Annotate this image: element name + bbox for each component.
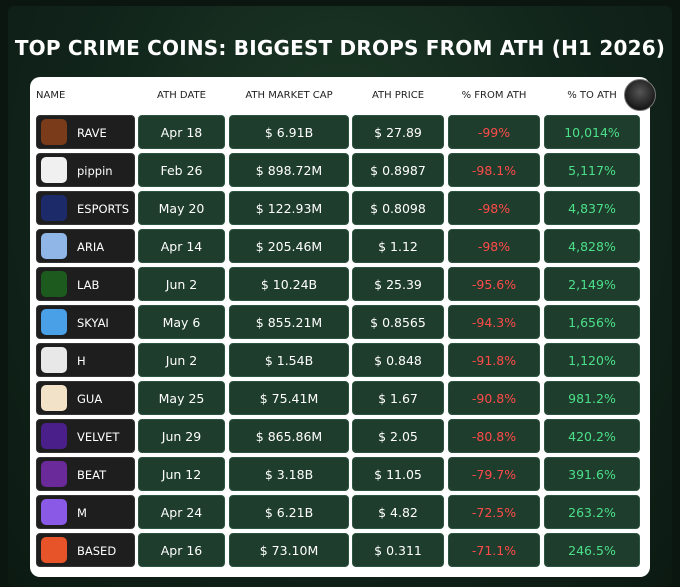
column-header: ATH PRICE	[371, 90, 425, 101]
pct-from-ath: -72.5%	[448, 495, 540, 529]
ath-price: $ 25.39	[352, 267, 444, 301]
ath-date: Apr 24	[138, 495, 225, 529]
pct-to-ath: 1,120%	[544, 343, 640, 377]
ath-market-cap: $ 898.72M	[229, 153, 349, 187]
ath-price: $ 2.05	[352, 419, 444, 453]
ath-price: $ 0.848	[352, 343, 444, 377]
title: TOP CRIME COINS: BIGGEST DROPS FROM ATH …	[14, 36, 666, 60]
ath-date: Jun 29	[138, 419, 225, 453]
ath-date: Jun 2	[138, 267, 225, 301]
column-header: ATH DATE	[157, 90, 206, 101]
coin-name: ARIA	[36, 229, 135, 263]
column-header: % FROM ATH	[461, 90, 527, 101]
pct-to-ath: 4,828%	[544, 229, 640, 263]
ath-price: $ 0.8098	[352, 191, 444, 225]
coin-icon	[41, 385, 67, 411]
coin-icon	[41, 347, 67, 373]
ath-price: $ 0.8987	[352, 153, 444, 187]
pct-to-ath: 10,014%	[544, 115, 640, 149]
ath-market-cap: $ 122.93M	[229, 191, 349, 225]
ath-market-cap: $ 6.21B	[229, 495, 349, 529]
coin-icon	[41, 195, 67, 221]
ath-market-cap: $ 10.24B	[229, 267, 349, 301]
ath-date: Apr 18	[138, 115, 225, 149]
ath-market-cap: $ 75.41M	[229, 381, 349, 415]
pct-from-ath: -98%	[448, 229, 540, 263]
ath-date: Jun 2	[138, 343, 225, 377]
coin-name: LAB	[36, 267, 135, 301]
column-header: ATH MARKET CAP	[245, 90, 333, 101]
ath-price: $ 0.311	[352, 533, 444, 567]
coin-name: GUA	[36, 381, 135, 415]
coin-name: M	[36, 495, 135, 529]
column-header: NAME	[36, 90, 66, 101]
avatar	[624, 79, 656, 111]
pct-to-ath: 1,656%	[544, 305, 640, 339]
pct-to-ath: 420.2%	[544, 419, 640, 453]
coin-name: BEAT	[36, 457, 135, 491]
pct-from-ath: -91.8%	[448, 343, 540, 377]
coin-icon	[41, 309, 67, 335]
ath-date: May 25	[138, 381, 225, 415]
ath-date: May 6	[138, 305, 225, 339]
coin-icon	[41, 271, 67, 297]
pct-to-ath: 4,837%	[544, 191, 640, 225]
pct-from-ath: -90.8%	[448, 381, 540, 415]
ath-date: May 20	[138, 191, 225, 225]
pct-to-ath: 2,149%	[544, 267, 640, 301]
coin-icon	[41, 157, 67, 183]
coin-icon	[41, 423, 67, 449]
coin-name: ESPORTS	[36, 191, 135, 225]
coin-icon	[41, 461, 67, 487]
pct-to-ath: 391.6%	[544, 457, 640, 491]
ath-price: $ 4.82	[352, 495, 444, 529]
coin-name: H	[36, 343, 135, 377]
pct-from-ath: -98%	[448, 191, 540, 225]
ath-price: $ 0.8565	[352, 305, 444, 339]
ath-market-cap: $ 3.18B	[229, 457, 349, 491]
pct-from-ath: -79.7%	[448, 457, 540, 491]
pct-to-ath: 981.2%	[544, 381, 640, 415]
coin-icon	[41, 119, 67, 145]
ath-market-cap: $ 205.46M	[229, 229, 349, 263]
ath-price: $ 11.05	[352, 457, 444, 491]
ath-market-cap: $ 73.10M	[229, 533, 349, 567]
pct-to-ath: 263.2%	[544, 495, 640, 529]
coin-name: pippin	[36, 153, 135, 187]
ath-date: Feb 26	[138, 153, 225, 187]
coin-icon	[41, 499, 67, 525]
ath-market-cap: $ 855.21M	[229, 305, 349, 339]
pct-from-ath: -71.1%	[448, 533, 540, 567]
ath-market-cap: $ 1.54B	[229, 343, 349, 377]
ath-price: $ 1.67	[352, 381, 444, 415]
pct-from-ath: -95.6%	[448, 267, 540, 301]
ath-market-cap: $ 6.91B	[229, 115, 349, 149]
ath-date: Apr 16	[138, 533, 225, 567]
coin-name: SKYAI	[36, 305, 135, 339]
pct-from-ath: -94.3%	[448, 305, 540, 339]
pct-from-ath: -98.1%	[448, 153, 540, 187]
coin-name: BASED	[36, 533, 135, 567]
coin-name: RAVE	[36, 115, 135, 149]
coin-name: VELVET	[36, 419, 135, 453]
column-header: % TO ATH	[567, 90, 617, 101]
pct-to-ath: 246.5%	[544, 533, 640, 567]
pct-from-ath: -80.8%	[448, 419, 540, 453]
coin-icon	[41, 233, 67, 259]
ath-date: Apr 14	[138, 229, 225, 263]
ath-price: $ 27.89	[352, 115, 444, 149]
pct-from-ath: -99%	[448, 115, 540, 149]
ath-date: Jun 12	[138, 457, 225, 491]
ath-price: $ 1.12	[352, 229, 444, 263]
ath-market-cap: $ 865.86M	[229, 419, 349, 453]
coin-icon	[41, 537, 67, 563]
pct-to-ath: 5,117%	[544, 153, 640, 187]
table: NAME ATH DATE ATH MARKET CAP ATH PRICE % FRO…	[30, 77, 656, 577]
